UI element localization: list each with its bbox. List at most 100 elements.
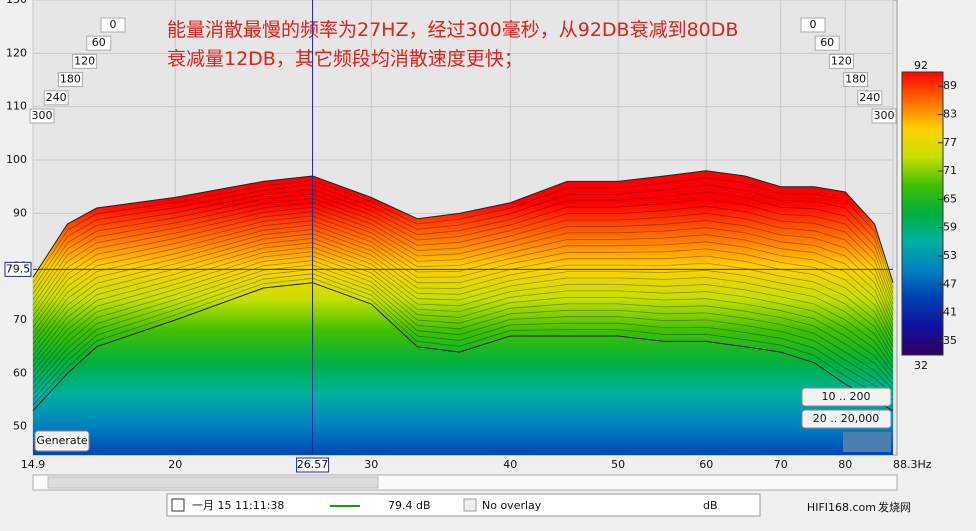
colorbar-tick-label: 35 (943, 334, 957, 347)
x-tick-label: 50 (611, 458, 625, 471)
x-tick-label: 20 (168, 458, 182, 471)
slice-line (32, 197, 894, 310)
time-tick-label: 120 (831, 54, 852, 67)
x-tick-label: 30 (364, 458, 378, 471)
slice-line (32, 273, 894, 401)
y-tick-label: 100 (6, 153, 27, 166)
slice-line (32, 184, 894, 294)
slice-line (32, 228, 894, 347)
time-label-box (814, 35, 840, 51)
slice-line (32, 193, 894, 305)
annotation: 能量消散最慢的频率为27HZ，经过300毫秒，从92DB衰减到80DB (167, 19, 738, 41)
slice-line (32, 220, 894, 337)
surface-body (33, 170, 893, 411)
status-level: 79.4 dB (388, 499, 431, 512)
time-tick-label: 60 (92, 36, 106, 49)
cursor-x-label: 26.57 (297, 458, 329, 471)
y-tick-label: 130 (6, 0, 27, 6)
slice-line (32, 188, 894, 299)
checkbox[interactable] (171, 498, 185, 512)
time-label-box (100, 17, 126, 33)
time-label-box (57, 72, 83, 88)
scroll-thumb[interactable] (47, 476, 379, 489)
range-button[interactable] (801, 409, 892, 429)
x-tick-label: 60 (699, 458, 713, 471)
colorbar-label: 32 (914, 359, 928, 372)
time-label-box (800, 17, 826, 33)
time-tick-label: 300 (874, 109, 895, 122)
x-tick-label: 70 (774, 458, 788, 471)
slice-line (32, 206, 894, 321)
watermark: 发烧网 (878, 500, 911, 514)
status-overlay: No overlay (482, 499, 542, 512)
time-tick-label: 60 (820, 36, 834, 49)
status-unit: dB (703, 499, 718, 512)
y-tick-label: 50 (13, 420, 27, 433)
slice-line (32, 233, 894, 353)
slice-line (32, 237, 894, 358)
colorbar-tick-label: 77 (943, 136, 957, 149)
slice-line (32, 260, 894, 385)
time-tick-label: 180 (60, 73, 81, 86)
cursor-label-box (296, 457, 330, 473)
watermark: HIFI168.com (807, 501, 876, 514)
time-tick-label: 240 (859, 91, 880, 104)
time-label-box (871, 108, 897, 124)
slice-line (32, 177, 894, 289)
colorbar-tick-label: 71 (943, 164, 957, 177)
x-tick-label: 80 (838, 458, 852, 471)
y-tick-label: 90 (13, 206, 27, 219)
time-tick-label: 0 (810, 18, 817, 31)
time-label-box (828, 53, 854, 69)
colorbar (901, 71, 944, 356)
status-time: 一月 15 11:11:38 (192, 499, 284, 512)
slice-line (32, 264, 894, 390)
colorbar-tick-label: 53 (943, 249, 957, 262)
checkbox[interactable] (463, 498, 477, 512)
time-tick-label: 240 (46, 91, 67, 104)
slice-line (32, 211, 894, 326)
range-label: 10 .. 200 (822, 390, 871, 403)
zoom-buttons[interactable] (843, 432, 891, 452)
colorbar-tick-label: 59 (943, 221, 957, 234)
colorbar-tick-label: 89 (943, 79, 957, 92)
time-label-box (843, 72, 869, 88)
slice-line (32, 202, 894, 315)
slice-line (32, 224, 894, 342)
x-tick-label: 88.3Hz (893, 458, 932, 471)
x-tick-label: 14.9 (21, 458, 46, 471)
annotation: 衰减量12DB，其它频段均消散速度更快； (167, 48, 523, 70)
surface-front (33, 282, 893, 455)
y-tick-label: 60 (13, 366, 27, 379)
y-tick-label: 70 (13, 313, 27, 326)
generate-button[interactable] (34, 430, 90, 452)
slice-line (32, 255, 894, 379)
range-label: 20 .. 20,000 (813, 412, 879, 425)
colorbar-tick-label: 83 (943, 107, 957, 120)
colorbar-tick-label: 47 (943, 277, 957, 290)
y-tick-label: 110 (6, 100, 27, 113)
time-label-box (43, 90, 69, 106)
slice-line (32, 251, 894, 374)
y-tick-label: 120 (6, 46, 27, 59)
x-tick-label: 40 (503, 458, 517, 471)
time-label-box (29, 108, 55, 124)
cursor-label-box (4, 261, 32, 277)
slice (32, 282, 894, 412)
cursor-y-label: 79.5 (6, 262, 31, 275)
time-tick-label: 120 (74, 54, 95, 67)
generate-label: Generate (36, 434, 88, 447)
time-label-box (72, 53, 98, 69)
time-tick-label: 180 (845, 73, 866, 86)
slice-line (32, 277, 894, 406)
range-button[interactable] (801, 387, 892, 407)
slice-line (32, 215, 894, 331)
slice-line (32, 268, 894, 395)
colorbar-tick-label: 65 (943, 192, 957, 205)
slice (32, 170, 894, 283)
time-label-box (86, 35, 112, 51)
colorbar-label: 92 (914, 59, 928, 72)
colorbar-tick-label: 41 (943, 306, 957, 319)
